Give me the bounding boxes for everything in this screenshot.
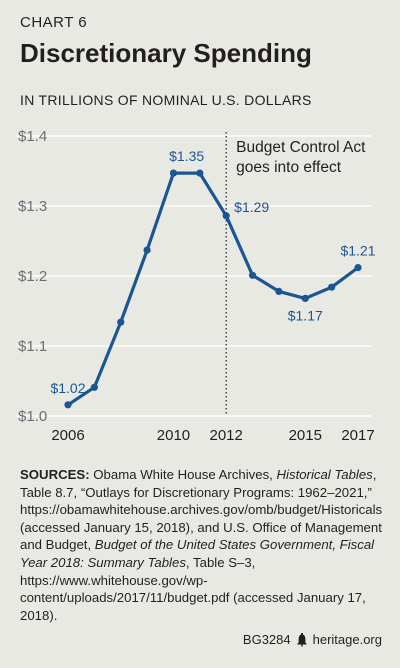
data-label: $1.17 [288, 307, 323, 323]
y-tick-label: $1.2 [18, 268, 47, 285]
sources-text-1: Obama White House Archives, [93, 467, 277, 482]
sources-text-2: , Table 8.7, “Outlays for Discretionary … [20, 467, 383, 553]
y-tick-label: $1.0 [18, 408, 47, 425]
chart-title: Discretionary Spending [20, 38, 312, 68]
data-label: $1.29 [234, 199, 269, 215]
y-tick-label: $1.3 [18, 198, 47, 215]
footer: BG3284 heritage.org [243, 632, 382, 647]
data-point [275, 287, 283, 295]
data-point [301, 294, 309, 302]
data-point [222, 212, 230, 220]
data-label: $1.21 [340, 243, 375, 259]
line-chart: $1.0 $1.1 $1.2 $1.3 $1.4 2006 2010 2012 2015 2017… [16, 128, 376, 444]
data-point [248, 271, 257, 279]
x-tick-label: 2006 [51, 427, 84, 444]
data-point [117, 318, 125, 326]
annotation-text-line2: goes into effect [236, 159, 342, 176]
sources-italic-2: Budget of the United States Government, … [20, 537, 375, 570]
y-tick-label: $1.4 [18, 128, 47, 145]
sources-text-3: , Table S–3, https://www.whitehouse.gov/… [20, 554, 366, 623]
data-point [90, 383, 98, 391]
data-point [196, 169, 204, 177]
x-tick-label: 2015 [289, 427, 322, 444]
data-point [354, 264, 362, 272]
series-line [66, 171, 360, 407]
x-tick-label: 2010 [157, 427, 190, 444]
data-point [169, 169, 178, 177]
chart-number: CHART 6 [20, 14, 88, 31]
site-name: heritage.org [312, 632, 382, 647]
report-code: BG3284 [242, 632, 291, 647]
x-tick-label: 2012 [209, 427, 242, 444]
data-label: $1.35 [169, 148, 204, 164]
x-tick-label: 2017 [341, 427, 374, 444]
chart-subtitle: IN TRILLIONS OF NOMINAL U.S. DOLLARS [20, 92, 312, 108]
liberty-bell-icon [296, 632, 307, 646]
sources-note: SOURCES: Obama White House Archives, His… [20, 466, 384, 624]
y-tick-label: $1.1 [18, 338, 47, 355]
sources-label: SOURCES: [20, 467, 90, 482]
data-point [64, 401, 72, 409]
data-point [328, 283, 336, 291]
sources-italic-1: Historical Tables [276, 467, 373, 482]
annotation-text-line1: Budget Control Act [236, 139, 366, 156]
data-label: $1.02 [50, 380, 85, 396]
data-point [143, 246, 151, 254]
